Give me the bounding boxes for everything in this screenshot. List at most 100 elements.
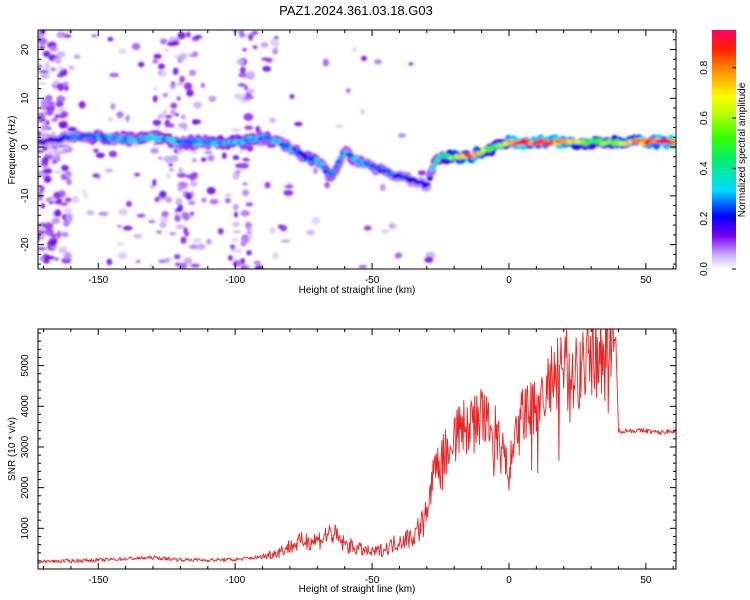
spectrogram-noise-blob [40,203,46,209]
spectrogram-noise-blob [116,242,126,246]
spectrogram-noise-blob [241,157,251,162]
spectrogram-noise-blob [58,120,69,129]
spectrogram-noise-blob [177,31,186,40]
spectrogram-noise-blob [67,214,74,218]
spectrogram-noise-blob [39,45,45,50]
spectrogram-noise-blob [44,227,54,236]
spectrogram-noise-blob [63,207,73,214]
spectrogram-noise-blob [243,113,254,121]
spectrogram-ridge-core [670,139,676,144]
spectrogram-ridge-core [426,176,433,181]
spectrogram-noise-blob [244,125,254,131]
spectrogram-noise-blob [239,66,246,74]
spectrogram-x-tick-label: -50 [365,275,380,286]
spectrogram-noise-blob [352,47,357,52]
spectrogram-noise-blob [174,214,181,222]
spectrogram-noise-blob [184,230,190,237]
spectrogram-noise-blob [239,164,248,169]
spectrogram-noise-blob [169,168,174,172]
spectrogram-noise-blob [200,157,207,162]
spectrogram-noise-blob [189,180,198,187]
spectrogram-noise-blob [152,58,159,64]
spectrogram-noise-blob [159,221,167,229]
spectrogram-x-axis: -150 -100 -50 0 50 [42,30,674,286]
spectrogram-noise-blob [125,114,130,123]
spectrogram-noise-blob [397,133,406,138]
spectrogram-noise-blob [261,57,270,61]
spectrogram-noise-blob [66,178,72,186]
snr-plot-area [38,329,676,564]
spectrogram-ridge-core [283,142,290,148]
spectrogram-noise-blob [159,215,169,223]
spectrogram-noise-blob [178,167,184,175]
spectrogram-noise-blob [60,110,69,118]
spectrogram-noise-blob [42,168,53,174]
spectrogram-noise-blob [56,82,65,91]
spectrogram-noise-blob [135,259,141,264]
spectrogram-ridge-core [429,167,436,172]
spectrogram-noise-blob [51,117,59,123]
spectrogram-noise-blob [168,163,173,167]
spectrogram-noise-blob [237,83,246,87]
spectrogram-noise-blob [280,224,288,232]
snr-y-label: SNR (10 * v/v) [7,417,18,481]
spectrogram-noise-blob [253,260,262,265]
spectrogram-noise-blob [42,50,51,58]
spectrogram-noise-blob [197,243,206,251]
spectrogram-noise-blob [179,52,188,61]
spectrogram-noise-blob [163,109,168,116]
spectrogram-ridge-core [424,181,431,187]
spectrogram-noise-blob [186,89,194,97]
spectrogram-noise-blob [160,38,167,45]
spectrogram-noise-blob [243,265,251,269]
spectrogram-noise-blob [241,48,248,52]
spectrogram-noise-blob [38,130,42,137]
spectrogram-noise-blob [417,170,426,176]
spectrogram-noise-blob [105,168,114,173]
colorbar: 0.0 0.2 0.4 0.6 0.8 Normalized spectral ampl… [699,30,748,276]
spectrogram-noise-blob [78,101,86,109]
snr-y-tick-label: 5000 [20,354,31,377]
spectrogram-noise-blob [65,171,72,176]
spectrogram-noise-blob [133,234,143,239]
snr-x-tick-label: -150 [88,575,108,586]
snr-x-tick-label: -100 [225,575,245,586]
spectrogram-noise-blob [361,55,367,61]
spectrogram-x-tick-label: -150 [88,275,108,286]
spectrogram-noise-blob [345,87,351,94]
spectrogram-noise-blob [231,237,239,242]
spectrogram-noise-blob [164,48,170,53]
spectrogram-noise-blob [54,113,61,119]
spectrogram-noise-blob [38,149,45,154]
spectrogram-noise-blob [110,102,116,110]
spectrogram-noise-blob [53,191,61,200]
spectrogram-noise-blob [232,230,242,234]
spectrogram-noise-blob [108,150,118,158]
spectrogram-noise-blob [109,72,120,78]
spectrogram-noise-blob [120,130,126,135]
spectrogram-noise-blob [154,196,160,203]
spectrogram-noise-blob [161,211,169,218]
spectrogram-noise-blob [264,181,271,189]
spectrogram-noise-blob [60,202,68,206]
spectrogram-noise-blob [232,221,240,228]
spectrogram-noise-blob [177,184,184,192]
spectrogram-noise-blob [224,193,232,198]
spectrogram-noise-blob [117,252,128,260]
spectrogram-noise-blob [164,114,173,119]
spectrogram-noise-blob [38,234,41,242]
spectrogram-ridge-core [335,159,342,165]
spectrogram-noise-blob [185,31,191,38]
spectrogram-noise-blob [183,82,193,90]
spectrogram-noise-blob [173,254,181,260]
spectrogram-noise-blob [108,117,113,122]
spectrogram-noise-blob [153,87,158,91]
spectrogram-noise-blob [93,148,99,154]
spectrogram-noise-blob [45,120,50,126]
spectrogram-noise-blob [170,109,177,116]
spectrogram-noise-blob [51,160,58,164]
spectrogram-noise-blob [43,175,52,183]
spectrogram-noise-blob [61,231,69,238]
